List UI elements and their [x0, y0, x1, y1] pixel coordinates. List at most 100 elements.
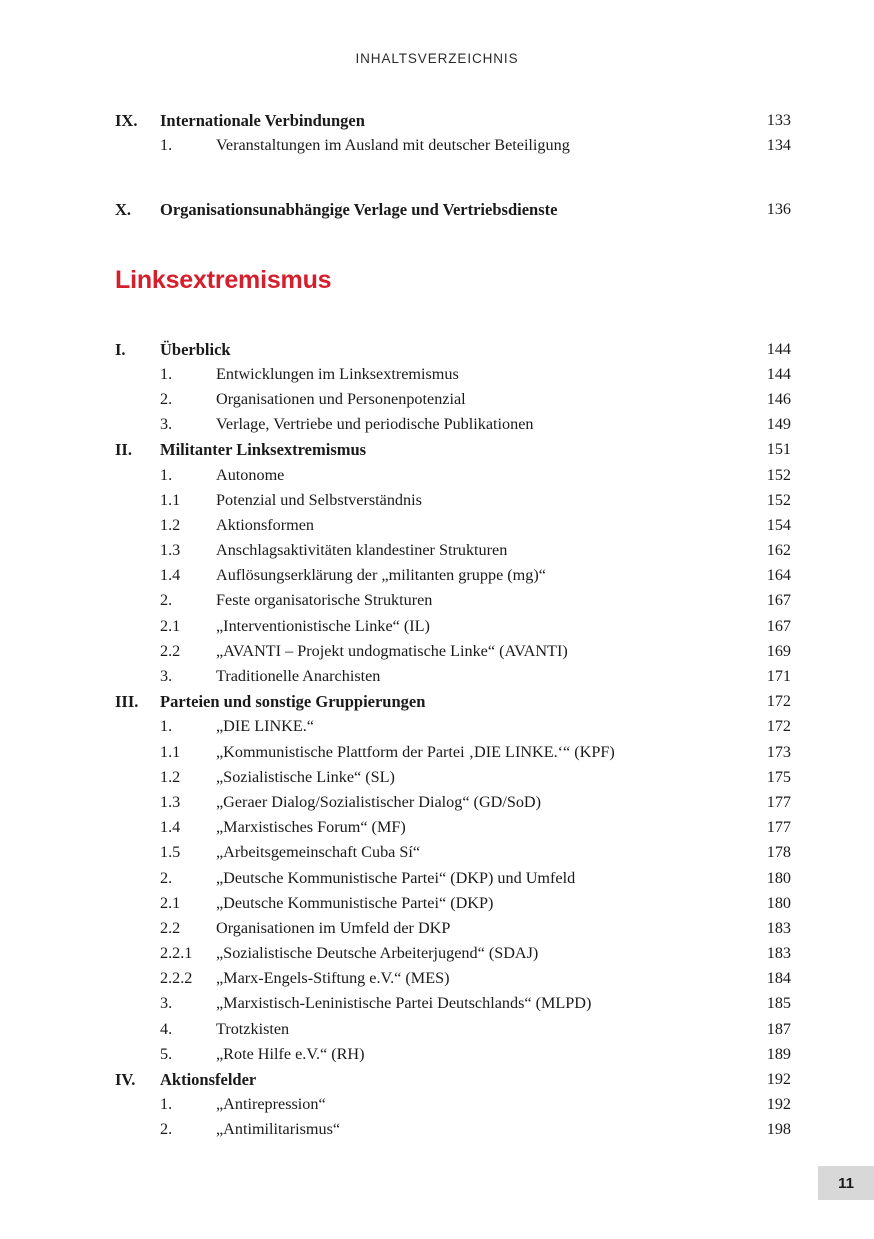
toc-entry-title: Parteien und sonstige Gruppierungen	[160, 692, 426, 712]
toc-entry-title: Aktionsformen	[216, 515, 315, 534]
toc-entry-page: 136	[766, 200, 791, 219]
toc-entry[interactable]: IX. Internationale Verbindungen 133	[115, 108, 791, 133]
toc-entry[interactable]: 2.2 „AVANTI – Projekt undogmatische Linke…	[115, 639, 791, 664]
toc-entry[interactable]: 1.1 Potenzial und Selbstverständnis 152	[115, 488, 791, 513]
toc-entry-page: 177	[766, 792, 791, 811]
toc-entry-page: 146	[766, 389, 791, 408]
toc-entry[interactable]: 1.3 Anschlagsaktivitäten klandestiner Str…	[115, 538, 791, 563]
toc-entry-number: I.	[115, 339, 126, 359]
toc-entry-title: Autonome	[216, 465, 285, 484]
toc-entry-number: 1.	[160, 465, 173, 484]
toc-entry-number: 2.2.1	[160, 944, 193, 963]
toc-entry[interactable]: 5. „Rote Hilfe e.V.“ (RH) 189	[115, 1042, 791, 1067]
toc-entry-title: „Deutsche Kommunistische Partei“ (DKP)	[216, 893, 494, 912]
toc-entry-page: 185	[766, 994, 791, 1013]
toc-entry-page: 175	[766, 767, 791, 786]
toc-entry-number: II.	[115, 440, 132, 460]
toc-entry-title: „Rote Hilfe e.V.“ (RH)	[216, 1044, 365, 1063]
toc-entry[interactable]: I. Überblick 144	[115, 337, 791, 362]
toc-entry-title: Anschlagsaktivitäten klandestiner Strukt…	[216, 541, 508, 560]
toc-entry-number: III.	[115, 692, 139, 712]
toc-entry-title: Verlage, Vertriebe und periodische Publi…	[216, 415, 534, 434]
toc-entry-title: „Geraer Dialog/Sozialistischer Dialog“ (…	[216, 792, 541, 811]
toc-entry[interactable]: 1.5 „Arbeitsgemeinschaft Cuba Sí“ 178	[115, 840, 791, 865]
toc-entry-number: 1.3	[160, 541, 181, 560]
toc-entry-title: Organisationsunabhängige Verlage und Ver…	[160, 200, 558, 220]
toc-entry[interactable]: IV. Aktionsfelder 192	[115, 1067, 791, 1092]
toc-entry[interactable]: 3. Traditionelle Anarchisten 171	[115, 664, 791, 689]
toc-entry-title: Traditionelle Anarchisten	[216, 667, 381, 685]
toc-entry[interactable]: 1.2 Aktionsformen 154	[115, 513, 791, 538]
toc-entry[interactable]: 1.3 „Geraer Dialog/Sozialistischer Dialog…	[115, 790, 791, 815]
toc-spacer	[115, 295, 791, 337]
toc-entry-number: 1.3	[160, 792, 181, 811]
toc-entry[interactable]: 3. „Marxistisch-Leninistische Partei Deut…	[115, 991, 791, 1016]
toc-entry-number: 1.2	[160, 515, 181, 534]
toc-entry[interactable]: III. Parteien und sonstige Gruppierungen 1…	[115, 689, 791, 714]
toc-entry[interactable]: 2.2 Organisationen im Umfeld der DKP 183	[115, 916, 791, 941]
toc-entry-page: 192	[766, 1070, 791, 1088]
toc-entry-number: 3.	[160, 415, 173, 434]
toc-entry-page: 162	[766, 541, 791, 560]
toc-entry[interactable]: 2.1 „Deutsche Kommunistische Partei“ (DKP…	[115, 891, 791, 916]
toc-entry-number: 1.	[160, 136, 173, 155]
toc-entry-page: 152	[766, 465, 791, 484]
toc-entry[interactable]: X. Organisationsunabhängige Verlage und V…	[115, 197, 791, 222]
toc-entry-title: „Kommunistische Plattform der Partei ‚DI…	[216, 742, 615, 761]
toc-entry[interactable]: 2.1 „Interventionistische Linke“ (IL) 167	[115, 614, 791, 639]
toc-entry-page: 167	[766, 591, 791, 610]
toc-entry[interactable]: 2.2.2 „Marx-Engels-Stiftung e.V.“ (MES) 18…	[115, 966, 791, 991]
toc-entry-number: 2.	[160, 1120, 173, 1139]
toc-entry[interactable]: 1. Autonome 152	[115, 463, 791, 488]
toc-entry[interactable]: 2.2.1 „Sozialistische Deutsche Arbeiterju…	[115, 941, 791, 966]
toc-entry[interactable]: 1.4 „Marxistisches Forum“ (MF) 177	[115, 815, 791, 840]
toc-entry-title: Aktionsfelder	[160, 1070, 257, 1089]
toc-entry-title: Internationale Verbindungen	[160, 111, 365, 130]
toc-entry-page: 164	[766, 566, 791, 585]
toc-entry-number: 3.	[160, 994, 173, 1013]
toc-entry-number: 1.2	[160, 767, 181, 786]
toc-entry-title: Auflösungserklärung der „militanten grup…	[216, 566, 546, 585]
toc-entry[interactable]: 1.4 Auflösungserklärung der „militanten g…	[115, 563, 791, 588]
toc-entry-title: „Arbeitsgemeinschaft Cuba Sí“	[216, 843, 421, 862]
toc-entry[interactable]: 4. Trotzkisten 187	[115, 1017, 791, 1042]
toc-entry-page: 184	[766, 969, 791, 988]
toc-entry[interactable]: 2. Feste organisatorische Strukturen 167	[115, 588, 791, 613]
toc-entry-number: 2.1	[160, 616, 181, 635]
toc-entry-title: Organisationen und Personenpotenzial	[216, 389, 466, 408]
toc-entry-title: Trotzkisten	[216, 1019, 290, 1038]
toc-entry-page: 180	[766, 868, 791, 887]
toc-entry-number: 1.4	[160, 818, 181, 837]
toc-entry-number: IX.	[115, 111, 138, 130]
toc-entry-page: 177	[766, 818, 791, 837]
toc-entry-number: 2.1	[160, 893, 181, 912]
toc-entry[interactable]: 1. „Antirepression“ 192	[115, 1092, 791, 1117]
toc-entry-title: „Marxistisches Forum“ (MF)	[216, 818, 406, 837]
toc-entry[interactable]: 1.2 „Sozialistische Linke“ (SL) 175	[115, 765, 791, 790]
toc-entry-page: 198	[766, 1120, 791, 1139]
toc-entry-number: 2.2	[160, 918, 181, 937]
toc-entry-page: 167	[766, 616, 791, 635]
toc-entry-title: „DIE LINKE.“	[216, 717, 314, 736]
toc-entry-page: 152	[766, 490, 791, 509]
toc-entry-number: 2.	[160, 389, 173, 408]
toc-entry[interactable]: II. Militanter Linksextremismus 151	[115, 437, 791, 462]
toc-entry-number: IV.	[115, 1070, 136, 1089]
toc-entry[interactable]: 1. „DIE LINKE.“ 172	[115, 714, 791, 739]
toc-section-heading: Linksextremismus	[115, 265, 332, 294]
toc-entry[interactable]: 3. Verlage, Vertriebe und periodische Pub…	[115, 412, 791, 437]
toc-entry[interactable]: 1. Entwicklungen im Linksextremismus 144	[115, 362, 791, 387]
toc-entry[interactable]: 1. Veranstaltungen im Ausland mit deutsch…	[115, 133, 791, 158]
toc-entry-title: Organisationen im Umfeld der DKP	[216, 918, 451, 937]
toc-entry[interactable]: 2. Organisationen und Personenpotenzial 14…	[115, 387, 791, 412]
toc-entry[interactable]: 1.1 „Kommunistische Plattform der Partei …	[115, 740, 791, 765]
toc-entry-number: 3.	[160, 667, 173, 685]
toc-entry-page: 180	[766, 893, 791, 912]
toc-entry-title: „Deutsche Kommunistische Partei“ (DKP) u…	[216, 868, 576, 887]
toc-entry-page: 149	[766, 415, 791, 434]
toc-entry[interactable]: 2. „Antimilitarismus“ 198	[115, 1117, 791, 1142]
toc-entry[interactable]: 2. „Deutsche Kommunistische Partei“ (DKP)…	[115, 866, 791, 891]
toc-entry-title: „Interventionistische Linke“ (IL)	[216, 616, 430, 635]
toc-entry-number: 1.	[160, 717, 173, 736]
